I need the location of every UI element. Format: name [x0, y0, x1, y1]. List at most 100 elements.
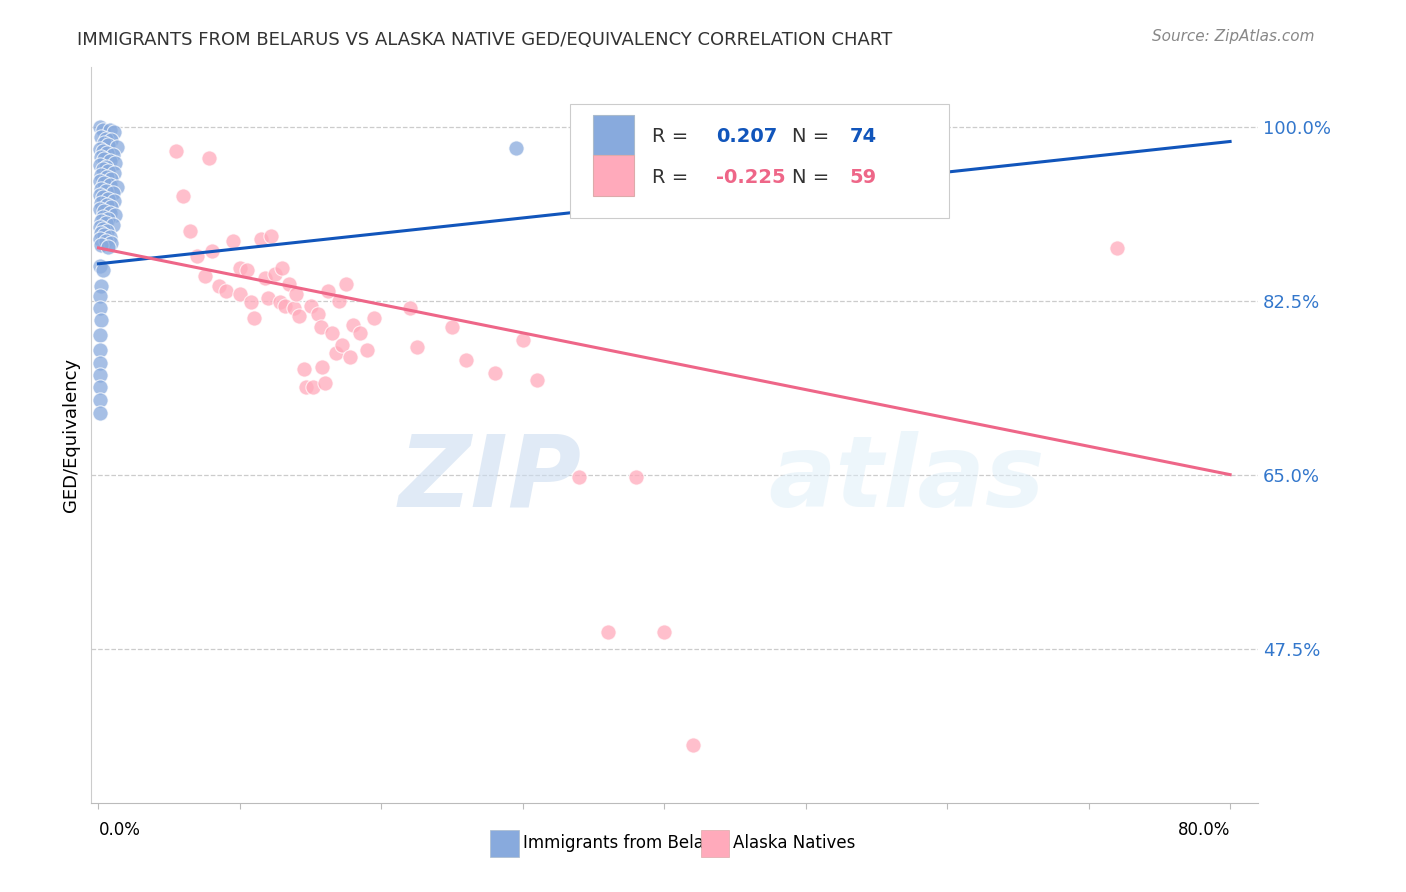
Point — [179, 224, 201, 238]
Text: 59: 59 — [849, 168, 877, 186]
Point — [94, 184, 117, 198]
Point — [97, 212, 120, 227]
Point — [89, 406, 111, 420]
Point — [89, 301, 111, 315]
Point — [96, 198, 118, 212]
Point — [93, 153, 115, 167]
Text: ZIP: ZIP — [398, 431, 582, 527]
Point — [201, 244, 224, 258]
Point — [89, 143, 111, 157]
Point — [89, 232, 111, 246]
Point — [96, 146, 118, 161]
Point — [103, 124, 125, 138]
Point — [484, 366, 506, 380]
FancyBboxPatch shape — [569, 103, 949, 218]
Point — [568, 469, 591, 483]
Point — [311, 360, 333, 375]
Text: 80.0%: 80.0% — [1178, 821, 1230, 838]
Point — [356, 343, 378, 358]
Point — [172, 189, 194, 203]
Point — [91, 190, 114, 204]
Point — [398, 301, 420, 315]
Point — [283, 301, 305, 315]
Point — [316, 284, 339, 298]
Point — [89, 343, 111, 358]
Point — [236, 262, 259, 277]
Point — [103, 166, 125, 180]
Point — [1105, 241, 1128, 255]
Point — [321, 326, 343, 341]
Point — [98, 178, 121, 193]
Point — [243, 310, 266, 325]
Point — [314, 376, 336, 391]
Point — [89, 158, 111, 172]
Point — [91, 222, 114, 236]
Point — [89, 188, 111, 202]
Point — [103, 194, 125, 209]
Point — [93, 204, 115, 219]
Text: atlas: atlas — [768, 431, 1045, 527]
Point — [624, 469, 647, 483]
Point — [165, 145, 187, 159]
Point — [100, 172, 122, 186]
Point — [90, 214, 112, 228]
Point — [309, 320, 332, 334]
Point — [229, 260, 252, 275]
Point — [240, 294, 263, 309]
Point — [101, 148, 124, 162]
Point — [285, 286, 308, 301]
Text: N =: N = — [792, 128, 835, 146]
Point — [339, 351, 361, 365]
Point — [652, 624, 675, 639]
Point — [89, 380, 111, 394]
Bar — [491, 830, 519, 856]
Point — [198, 152, 221, 166]
Point — [91, 122, 114, 136]
Point — [89, 392, 111, 407]
Point — [97, 164, 120, 178]
Point — [105, 180, 128, 194]
Point — [93, 176, 115, 190]
Point — [97, 192, 120, 206]
Point — [96, 224, 118, 238]
Point — [98, 206, 121, 220]
Point — [89, 120, 111, 134]
Point — [89, 174, 111, 188]
Point — [505, 141, 527, 155]
Y-axis label: GED/Equivalency: GED/Equivalency — [62, 358, 80, 512]
Point — [91, 145, 114, 159]
Point — [104, 208, 127, 222]
Point — [97, 138, 120, 153]
Point — [292, 362, 315, 376]
Point — [91, 262, 114, 277]
Text: Immigrants from Belarus: Immigrants from Belarus — [523, 834, 730, 852]
Point — [91, 162, 114, 177]
Point — [349, 326, 371, 341]
Point — [299, 299, 322, 313]
Point — [405, 340, 427, 354]
Point — [90, 129, 112, 144]
Point — [682, 738, 704, 752]
Point — [328, 293, 350, 308]
Text: IMMIGRANTS FROM BELARUS VS ALASKA NATIVE GED/EQUIVALENCY CORRELATION CHART: IMMIGRANTS FROM BELARUS VS ALASKA NATIVE… — [77, 31, 893, 49]
Point — [98, 122, 121, 136]
Point — [215, 284, 238, 298]
Text: N =: N = — [792, 168, 835, 186]
Point — [93, 227, 115, 242]
Point — [264, 267, 287, 281]
Text: R =: R = — [651, 128, 695, 146]
Point — [363, 310, 385, 325]
Point — [254, 270, 277, 285]
Point — [274, 299, 297, 313]
Point — [307, 306, 329, 320]
Point — [98, 154, 121, 169]
Point — [94, 161, 117, 175]
Point — [101, 186, 124, 201]
Point — [94, 131, 117, 145]
Point — [89, 219, 111, 234]
Point — [90, 278, 112, 293]
Point — [342, 318, 364, 333]
Bar — [593, 115, 634, 155]
Point — [456, 353, 478, 368]
Point — [302, 380, 325, 394]
